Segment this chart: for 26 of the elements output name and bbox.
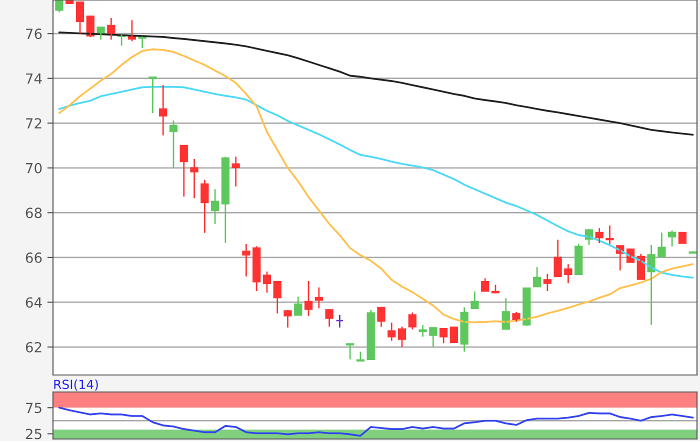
y-tick-label: 74 (26, 74, 42, 84)
candlestick (522, 287, 531, 327)
candlestick (346, 343, 354, 360)
y-tick-label: 76 (26, 28, 42, 40)
candlestick (336, 314, 344, 328)
chart-title: RSI(14) (54, 379, 98, 391)
candlestick (325, 309, 334, 328)
y-tick-label: 64 (26, 297, 42, 308)
candlestick (678, 232, 687, 244)
y-tick-label: 68 (26, 208, 42, 218)
y-tick-label: 72 (26, 118, 42, 128)
candlestick (190, 158, 198, 199)
candlestick (242, 243, 250, 278)
line-series (58, 86, 694, 279)
y-tick-label: 25 (26, 428, 42, 440)
y-tick-label: 66 (26, 252, 42, 263)
y-tick-label: 75 (26, 402, 42, 414)
y-tick-label: 62 (26, 342, 42, 352)
candlestick (86, 14, 94, 38)
y-tick-label: 70 (26, 162, 42, 174)
candlestick (688, 251, 697, 254)
line-series (58, 406, 694, 437)
candlestick (658, 232, 666, 258)
candlestick (450, 326, 458, 344)
candlestick (532, 266, 542, 288)
candlestick (148, 76, 157, 114)
